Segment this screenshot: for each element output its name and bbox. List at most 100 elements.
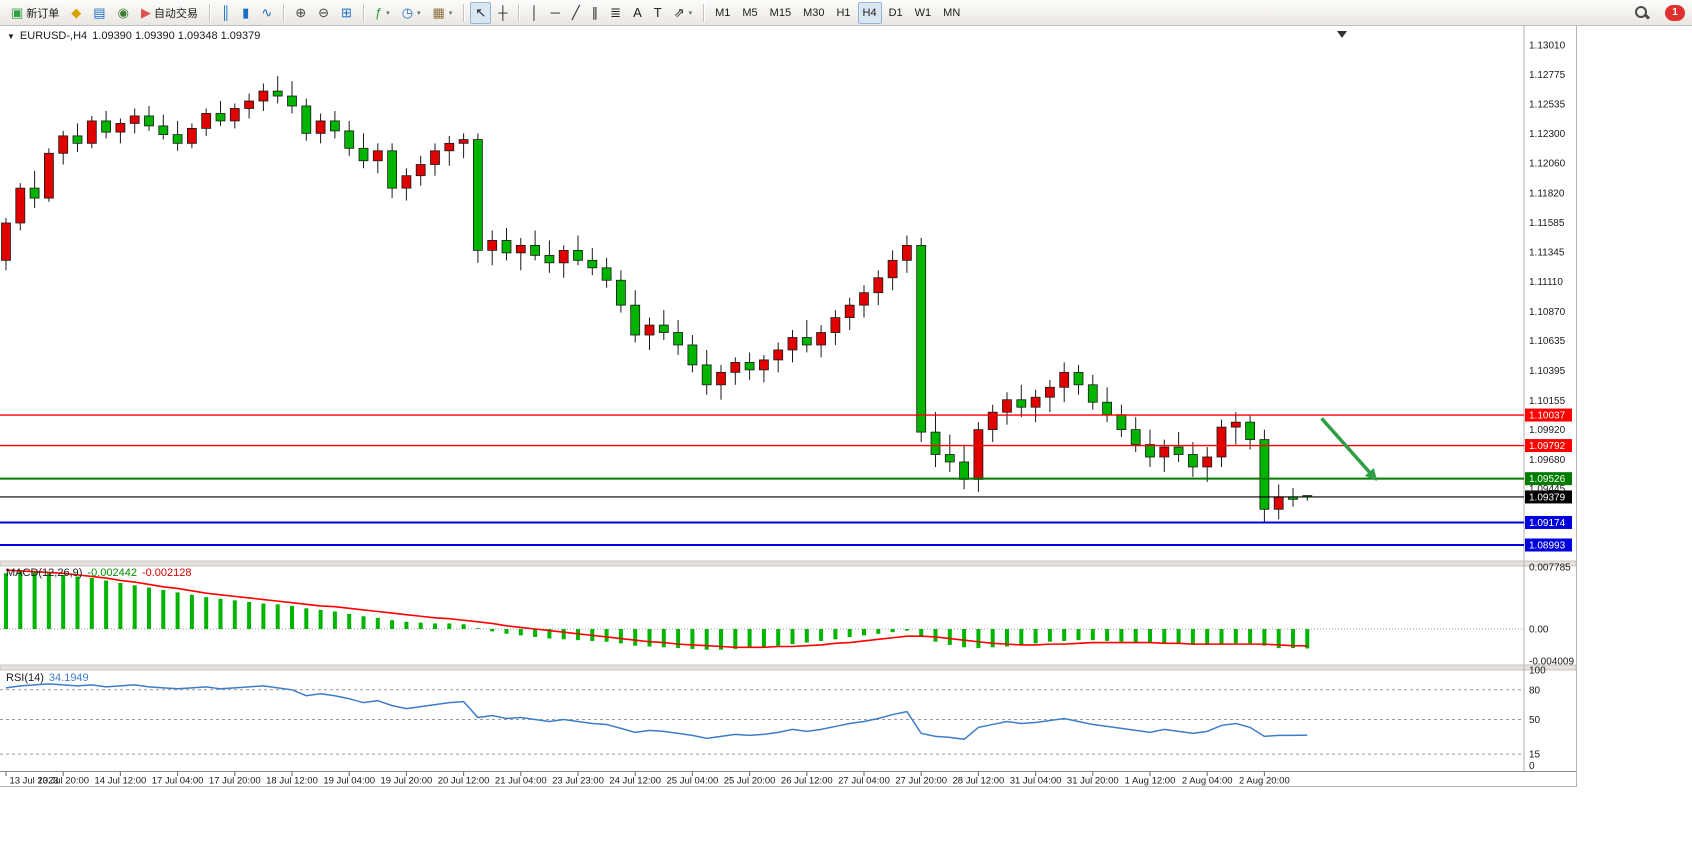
price-axis-label: 1.10870: [1529, 307, 1566, 318]
time-axis-label: 17 Jul 04:00: [152, 776, 204, 787]
timeframe-m15-button-label: M15: [769, 6, 792, 19]
candle: [372, 143, 383, 174]
timeframe-m1-button[interactable]: M1: [710, 2, 735, 24]
trendline-button[interactable]: ╱: [567, 2, 585, 24]
timeframe-d1-button-label: D1: [888, 6, 903, 19]
tile-windows-icon: ⊞: [341, 4, 352, 20]
timeframe-h1-button-label: H1: [836, 6, 851, 19]
timeframe-m15-button[interactable]: M15: [765, 2, 796, 24]
crosshair-button[interactable]: ┼: [493, 2, 512, 24]
timeframe-h4-button[interactable]: H4: [857, 1, 882, 24]
line-chart-button[interactable]: ∿: [256, 2, 277, 24]
rsi-axis-label: 80: [1529, 685, 1541, 696]
auto-trading-icon: ▶: [140, 4, 151, 20]
timeframe-w1-button[interactable]: W1: [910, 2, 937, 24]
candle: [129, 108, 140, 134]
candle: [744, 352, 755, 380]
pane-separator[interactable]: [0, 664, 1576, 671]
candle: [358, 133, 369, 169]
timeframe-d1-button[interactable]: D1: [884, 2, 908, 24]
candle: [887, 250, 898, 291]
candlestick-button[interactable]: ▮: [237, 2, 254, 24]
pane-separator[interactable]: [0, 560, 1576, 567]
candle: [329, 110, 340, 139]
indicators-button[interactable]: ƒ ▾: [370, 2, 395, 24]
time-axis-label: 19 Jul 04:00: [323, 776, 375, 787]
time-axis-label: 27 Jul 04:00: [838, 776, 890, 787]
time-axis-label: 25 Jul 20:00: [724, 776, 776, 787]
line-chart-icon: ∿: [261, 4, 273, 20]
scripts-button[interactable]: ◉: [113, 2, 134, 24]
search-button[interactable]: [1629, 2, 1654, 24]
svg-text:1.09526: 1.09526: [1529, 474, 1566, 485]
timeframe-h1-button[interactable]: H1: [831, 2, 855, 24]
candle: [86, 115, 97, 149]
candle: [759, 354, 769, 383]
candle: [773, 342, 784, 373]
candle: [430, 143, 440, 176]
new-order-button[interactable]: ▣ 新订单: [6, 2, 64, 24]
svg-text:1.09174: 1.09174: [1529, 518, 1566, 529]
zoom-in-button[interactable]: ⊕: [290, 2, 311, 24]
zoom-out-button[interactable]: ⊖: [313, 2, 334, 24]
price-axis-label: 1.12060: [1529, 159, 1566, 170]
candle: [830, 310, 841, 345]
svg-text:1.09792: 1.09792: [1529, 441, 1566, 452]
text-button[interactable]: A: [628, 2, 647, 24]
candle: [873, 270, 884, 306]
vertical-line-button[interactable]: │: [525, 2, 543, 24]
candle: [1145, 429, 1155, 467]
candle: [501, 227, 512, 261]
candle: [229, 103, 240, 129]
bar-chart-button[interactable]: ║: [216, 2, 235, 24]
candle: [844, 297, 855, 331]
candle: [458, 133, 469, 159]
new-order-button-label: 新订单: [26, 7, 60, 20]
time-axis-label: 27 Jul 20:00: [895, 776, 947, 787]
tile-windows-button[interactable]: ⊞: [336, 2, 357, 24]
label-button[interactable]: T: [649, 2, 667, 24]
time-axis-label: 25 Jul 04:00: [667, 776, 719, 787]
channel-icon: ∥: [591, 4, 599, 20]
timeframe-m5-button[interactable]: M5: [737, 2, 762, 24]
periods-button[interactable]: ◷ ▾: [397, 2, 426, 24]
candle: [186, 123, 197, 149]
candle: [658, 310, 669, 340]
search-icon: [1634, 5, 1649, 20]
cursor-button[interactable]: ↖: [470, 1, 492, 24]
svg-text:1.08993: 1.08993: [1529, 540, 1566, 551]
notification-badge[interactable]: 1: [1665, 4, 1685, 21]
zoom-out-icon: ⊖: [318, 4, 330, 20]
candle: [1130, 417, 1141, 453]
candle: [587, 247, 598, 276]
text-icon: A: [633, 4, 642, 20]
timeframe-mn-button[interactable]: MN: [938, 2, 965, 24]
price-axis-label: 1.09680: [1529, 455, 1566, 466]
candle: [487, 230, 498, 266]
horizontal-line-button[interactable]: ─: [546, 2, 565, 24]
macd-axis-label: 0.00: [1529, 625, 1549, 636]
timeframe-m30-button[interactable]: M30: [798, 2, 829, 24]
candle: [1073, 364, 1084, 395]
fibonacci-button[interactable]: ≣: [605, 2, 626, 24]
price-axis-label: 1.12775: [1529, 70, 1566, 81]
toolbar: ▣ 新订单 ◆ ▤ ◉ ▶ 自动交易 ║ ▮ ∿ ⊕ ⊖ ⊞ ƒ ▾ ◷ ▾ ▦ ▾ ↖ ┼ │ ─ ╱ ∥ ≣ A T ⇗ ▾ M1 M5 M…: [0, 0, 1692, 26]
price-badge-support-blue-1: 1.09174: [1525, 515, 1572, 529]
price-axis-label: 1.10635: [1529, 336, 1566, 347]
auto-trading-button[interactable]: ▶ 自动交易: [136, 2, 203, 24]
channel-button[interactable]: ∥: [587, 2, 604, 24]
down-arrow-object[interactable]: [1320, 417, 1378, 481]
chart-profiles-button[interactable]: ◆: [66, 2, 86, 24]
chart-shift-marker[interactable]: [1337, 31, 1347, 38]
templates-button[interactable]: ▦ ▾: [428, 2, 458, 24]
svg-text:1.09379: 1.09379: [1529, 492, 1566, 503]
new-order-icon: ▣: [11, 4, 24, 20]
time-axis-label: 14 Jul 12:00: [95, 776, 147, 787]
chevron-down-icon: ▾: [688, 9, 693, 17]
arrows-button[interactable]: ⇗ ▾: [669, 2, 697, 24]
navigator-button[interactable]: ▤: [88, 2, 110, 24]
price-axis-label: 1.13010: [1529, 41, 1566, 52]
chart-canvas[interactable]: 1.10037 1.09792 1.09526 1.09379 1.09174 1.089…: [0, 25, 1576, 786]
candle: [315, 113, 326, 144]
candle: [944, 434, 955, 472]
